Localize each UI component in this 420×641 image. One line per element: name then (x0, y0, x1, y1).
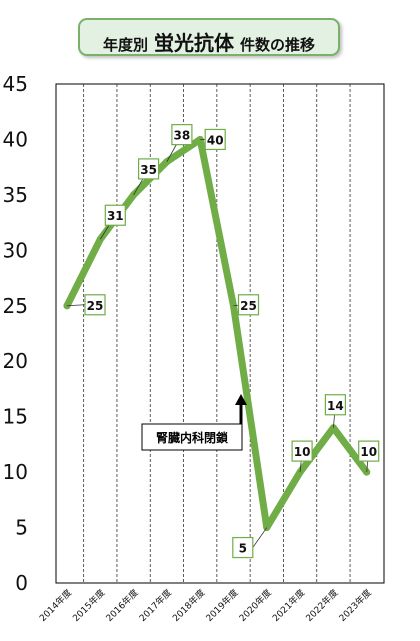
chart-title: 年度別 蛍光抗体 件数の推移 (78, 18, 340, 56)
y-tick-label: 25 (3, 294, 28, 318)
data-label-box (204, 128, 226, 151)
title-part-2: 蛍光抗体 (154, 31, 234, 55)
title-part-1: 年度別 (102, 36, 148, 54)
data-label-box (358, 440, 380, 462)
data-label-box (84, 294, 106, 316)
x-tick-label: 2021年度 (270, 587, 307, 624)
annotation-box (141, 423, 243, 451)
y-tick-label: 10 (3, 460, 28, 484)
data-label-box (232, 536, 254, 559)
y-tick-label: 30 (3, 238, 28, 262)
y-tick-label: 20 (3, 349, 28, 373)
data-label-box (237, 294, 260, 316)
data-label: 10 (360, 445, 377, 459)
x-tick-label: 2014年度 (37, 587, 74, 624)
annotation-arrow-head (235, 394, 247, 405)
data-label-box (104, 204, 126, 226)
data-label-leader (66, 304, 86, 307)
data-label: 10 (294, 445, 311, 459)
x-tick-label: 2020年度 (237, 587, 274, 624)
data-label-box (171, 124, 193, 146)
data-label-leader (252, 527, 268, 548)
data-label: 38 (174, 129, 191, 143)
y-tick-label: 5 (15, 516, 28, 540)
y-tick-label: 35 (3, 183, 28, 207)
x-tick-label: 2016年度 (103, 587, 140, 624)
annotation-text: 腎臓内科閉鎖 (156, 430, 229, 445)
x-tick-label: 2017年度 (137, 587, 174, 624)
data-label-box (291, 440, 313, 462)
x-tick-label: 2018年度 (170, 587, 207, 624)
y-tick-label: 40 (3, 127, 28, 151)
data-label-box (324, 394, 346, 416)
y-tick-label: 0 (15, 571, 28, 595)
x-tick-label: 2019年度 (203, 587, 240, 624)
x-tick-label: 2015年度 (70, 587, 107, 624)
y-tick-label: 15 (3, 405, 28, 429)
data-label: 5 (239, 542, 247, 556)
data-label: 35 (140, 163, 157, 177)
x-tick-label: 2023年度 (336, 587, 373, 624)
data-label-box (138, 158, 160, 180)
data-label: 40 (207, 133, 224, 147)
data-label: 14 (327, 399, 344, 413)
plot-area (55, 83, 385, 584)
y-tick-label: 45 (3, 72, 28, 96)
title-part-3: 件数の推移 (240, 36, 316, 54)
data-label: 25 (240, 299, 257, 313)
data-label: 31 (107, 209, 124, 223)
data-label: 25 (87, 299, 104, 313)
x-tick-label: 2022年度 (303, 587, 340, 624)
